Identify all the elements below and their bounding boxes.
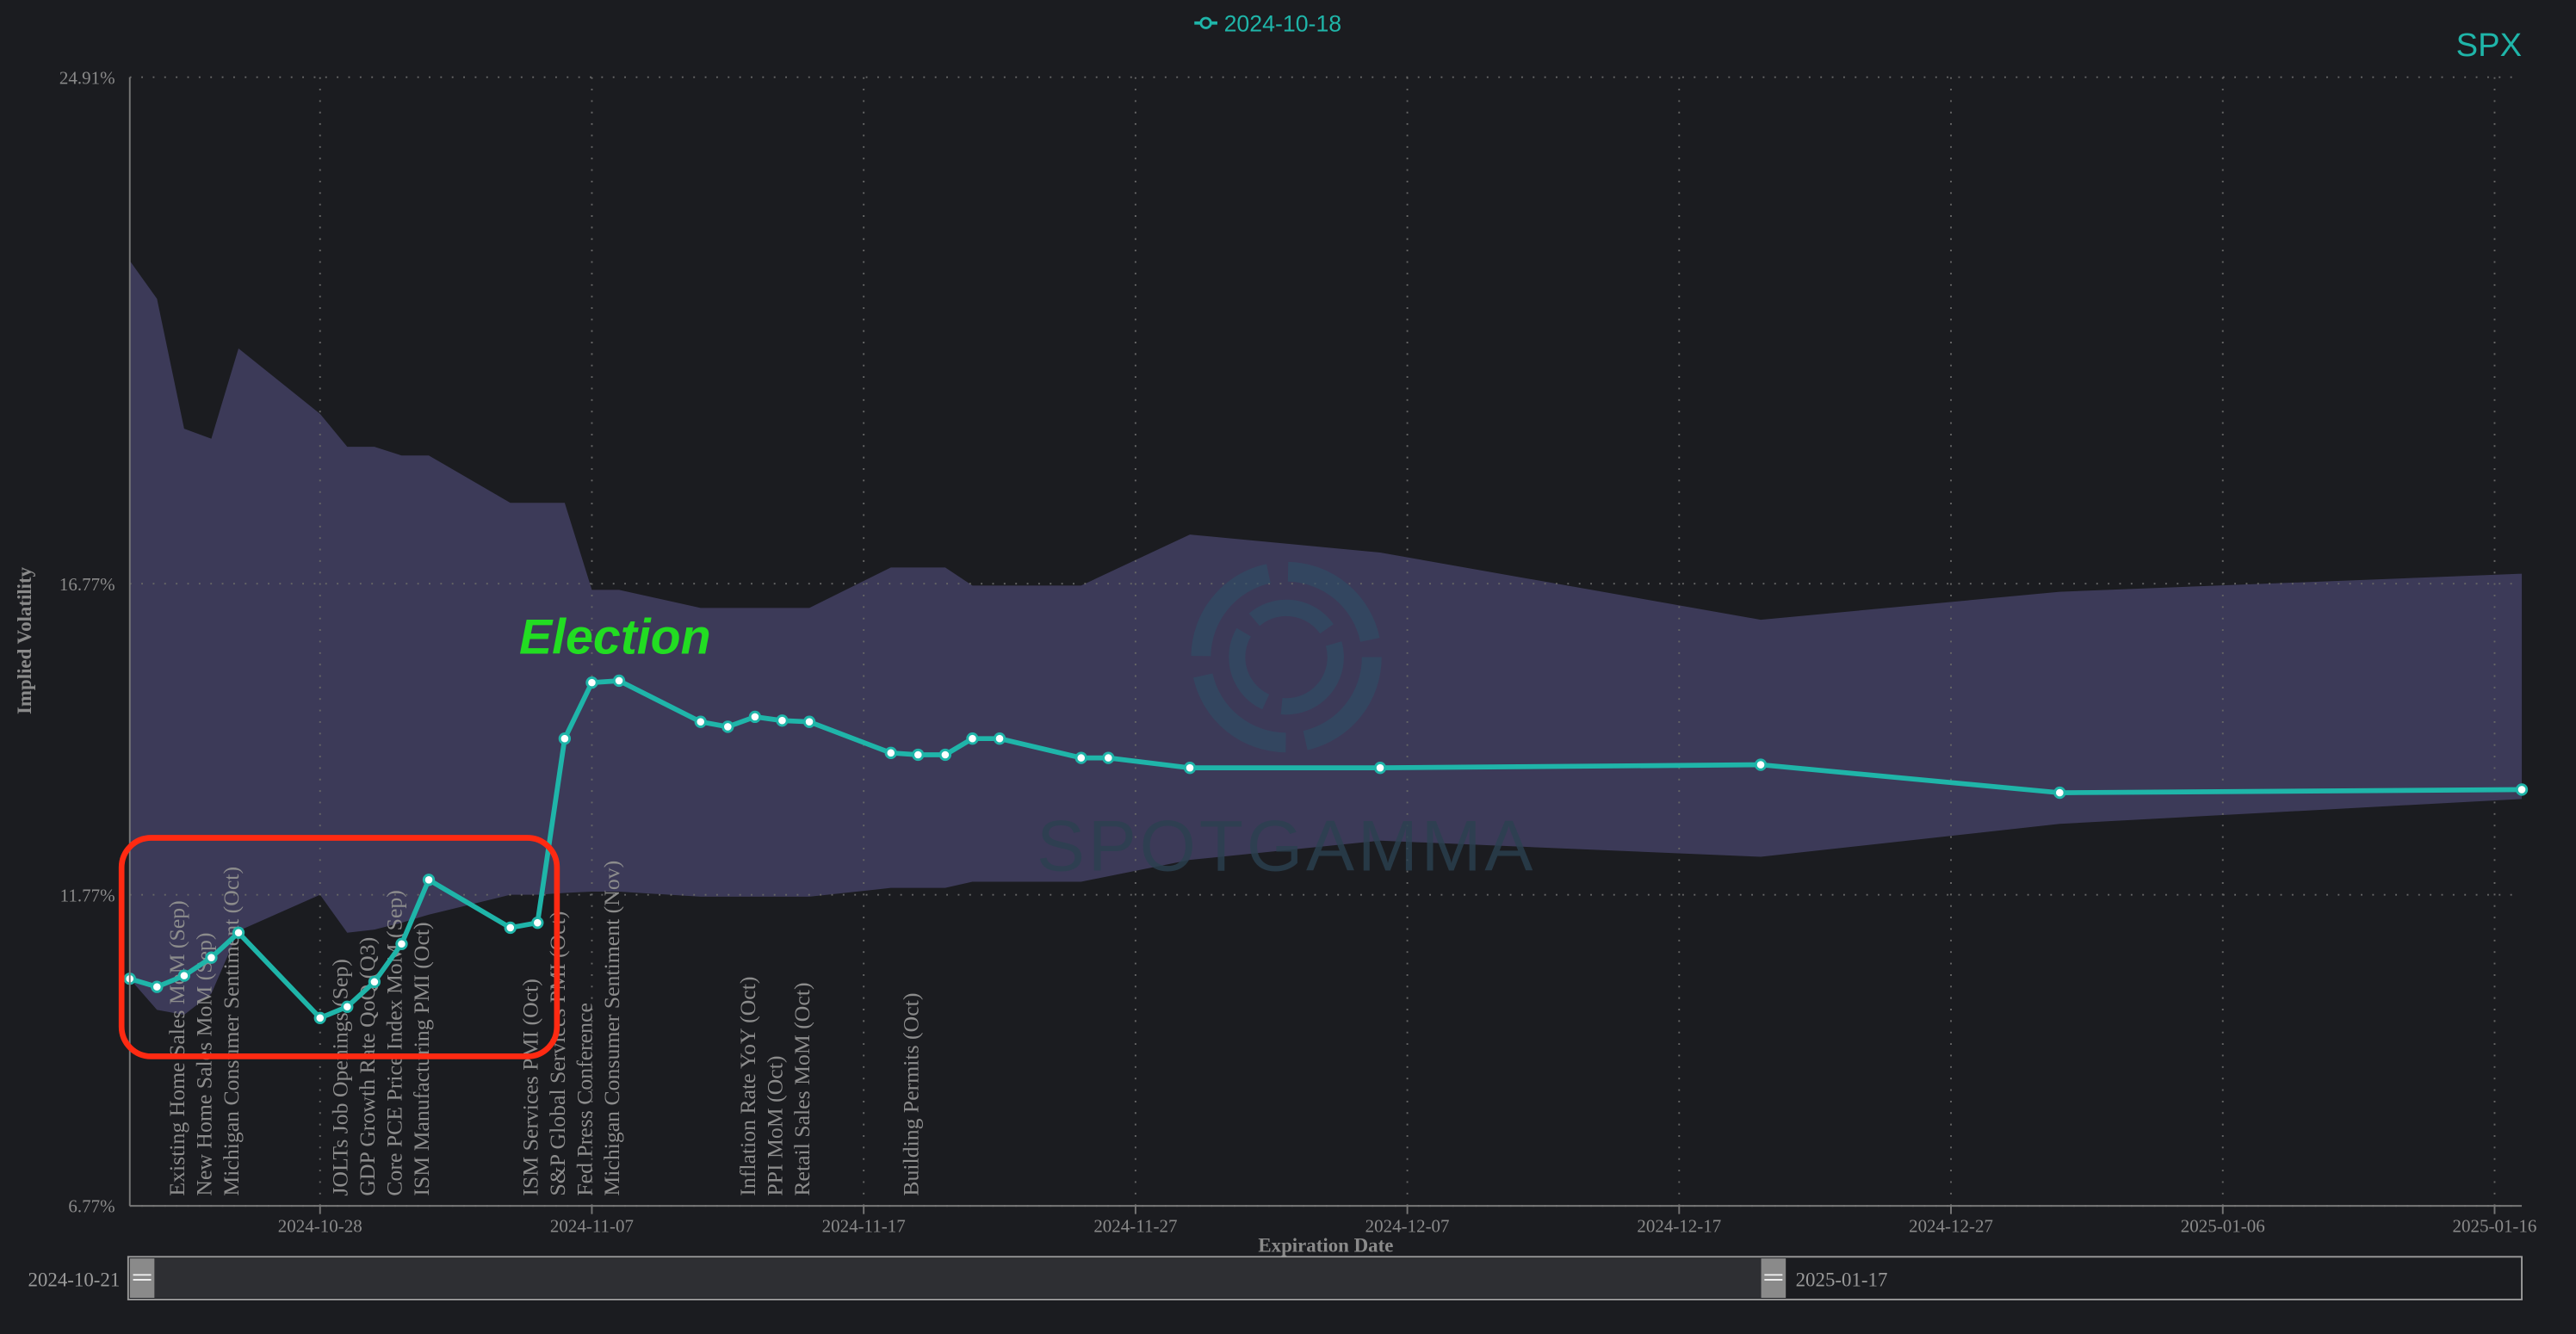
ticker: SPX (2456, 27, 2522, 64)
data-point[interactable] (748, 710, 762, 724)
data-point[interactable] (585, 676, 598, 689)
event-label: Michigan Consumer Sentiment (Oct) (219, 867, 244, 1196)
data-point[interactable] (612, 674, 626, 688)
data-point[interactable] (776, 714, 789, 727)
range-slider[interactable]: 2024-10-21 2025-01-17 (28, 1256, 2523, 1300)
data-point[interactable] (966, 732, 979, 745)
slider-start-label: 2024-10-21 (28, 1269, 121, 1291)
data-point[interactable] (884, 746, 897, 759)
event-label: Retail Sales MoM (Oct) (790, 982, 814, 1195)
data-point[interactable] (2515, 783, 2529, 796)
event-layer: Existing Home Sales MoM (Sep) New Home Sa… (164, 861, 923, 1196)
x-tick-label: 2024-12-07 (1365, 1216, 1450, 1237)
data-point[interactable] (395, 937, 408, 950)
legend[interactable]: 2024-10-18 (1194, 10, 1341, 36)
legend-label[interactable]: 2024-10-18 (1224, 10, 1342, 36)
event-label: New Home Sales MoM (Sep) (191, 932, 216, 1195)
data-point[interactable] (504, 921, 517, 935)
event-label: Existing Home Sales MoM (Sep) (164, 900, 189, 1195)
logo-ring (1229, 599, 1344, 715)
data-point[interactable] (177, 969, 191, 982)
volatility-band (129, 260, 2523, 1016)
band-layer (129, 260, 2523, 1016)
data-point[interactable] (1183, 762, 1197, 775)
watermark-logo (1191, 561, 1382, 753)
slider-handle[interactable] (129, 1258, 155, 1299)
data-point[interactable] (721, 720, 734, 733)
y-axis-title: Implied Volatility (14, 566, 35, 714)
data-point[interactable] (802, 715, 816, 728)
line-layer (123, 674, 2529, 1024)
x-tick-label: 2024-11-07 (550, 1216, 634, 1237)
data-point[interactable] (938, 748, 952, 762)
data-point[interactable] (694, 715, 707, 728)
annotation: Election (519, 610, 711, 665)
slider-range[interactable] (154, 1258, 1762, 1299)
data-point[interactable] (1754, 758, 1768, 771)
slider-handle[interactable] (1761, 1258, 1786, 1299)
data-point[interactable] (313, 1011, 326, 1024)
data-point[interactable] (1102, 751, 1115, 764)
data-point[interactable] (993, 732, 1006, 745)
event-label: ISM Services PMI (Oct) (517, 979, 542, 1196)
event-label: Michigan Consumer Sentiment (Nov) (599, 861, 624, 1196)
x-tick-label: 2024-11-17 (822, 1216, 906, 1237)
y-tick-label: 24.91% (59, 67, 115, 88)
x-tick-label: 2025-01-06 (2181, 1216, 2265, 1237)
event-label: Fed Press Conference (572, 1003, 597, 1196)
data-point[interactable] (2053, 786, 2066, 800)
data-point[interactable] (341, 1000, 354, 1013)
data-point[interactable] (205, 951, 218, 964)
event-label: Building Permits (Oct) (898, 993, 923, 1196)
data-point[interactable] (368, 975, 381, 989)
data-point[interactable] (422, 874, 436, 886)
y-tick-label: 16.77% (59, 574, 115, 595)
watermark: SPOTGAMMA (1037, 806, 1536, 886)
event-label: PPI MoM (Oct) (762, 1056, 787, 1196)
y-tick-label: 11.77% (60, 885, 115, 905)
data-point[interactable] (912, 748, 925, 762)
x-tick-label: 2024-12-27 (1909, 1216, 1993, 1237)
data-point[interactable] (232, 926, 245, 939)
slider-end-label: 2025-01-17 (1796, 1269, 1888, 1291)
data-point[interactable] (1373, 762, 1387, 775)
x-tick-label: 2024-11-27 (1093, 1216, 1177, 1237)
highlight-box (118, 835, 560, 1059)
legend-marker (1199, 16, 1212, 29)
x-axis-title: Expiration Date (1258, 1235, 1393, 1257)
data-point[interactable] (531, 917, 544, 929)
x-tick-label: 2025-01-16 (2453, 1216, 2537, 1237)
logo-ring (1191, 561, 1382, 753)
event-label: JOLTs Job Openings (Sep) (327, 959, 352, 1196)
event-label: Inflation Rate YoY (Oct) (735, 977, 760, 1196)
data-point[interactable] (151, 980, 164, 993)
data-point[interactable] (558, 732, 572, 745)
y-tick-label: 6.77% (68, 1196, 115, 1217)
x-tick-label: 2024-12-17 (1637, 1216, 1721, 1237)
data-point[interactable] (1074, 751, 1087, 764)
x-tick-label: 2024-10-28 (278, 1216, 362, 1237)
